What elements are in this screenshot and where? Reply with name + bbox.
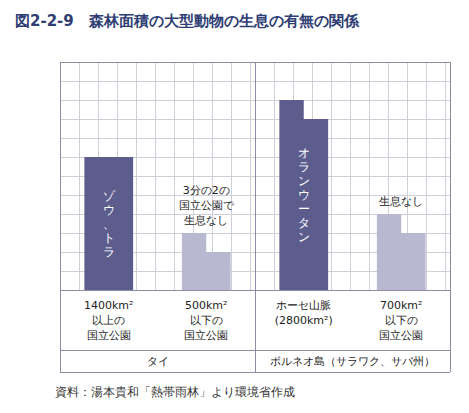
svg-text:国立公園: 国立公園 [184,329,228,342]
svg-text:ン: ン [298,174,310,188]
svg-text:ウ: ウ [103,203,115,217]
svg-text:タイ: タイ [147,355,169,368]
svg-text:以下の: 以下の [385,314,418,327]
svg-text:ト: ト [103,231,115,245]
svg-text:3分の2の: 3分の2の [183,184,230,197]
svg-text:1400km²: 1400km² [84,299,134,312]
svg-text:以下の: 以下の [190,314,223,327]
svg-text:700km²: 700km² [380,299,423,312]
svg-text:ラ: ラ [103,245,115,259]
svg-text:ゾ: ゾ [103,189,116,203]
svg-text:国立公園: 国立公園 [379,329,423,342]
svg-text:ー: ー [298,202,310,216]
svg-text:ウ: ウ [298,188,310,202]
svg-text:ホーセ山脈: ホーセ山脈 [276,299,331,312]
svg-text:生息なし: 生息なし [379,195,423,208]
svg-text:以上の: 以上の [92,314,125,327]
svg-text:、: 、 [103,217,115,231]
svg-text:ン: ン [298,230,310,244]
svg-text:国立公園: 国立公園 [87,329,131,342]
svg-text:タ: タ [298,216,310,230]
svg-text:資料：湯本貴和「熱帯雨林」より環境省作成: 資料：湯本貴和「熱帯雨林」より環境省作成 [55,385,295,399]
svg-text:500km²: 500km² [185,299,228,312]
svg-text:ボルネオ島（サラワク、サバ州）: ボルネオ島（サラワク、サバ州） [270,355,435,368]
svg-text:生息なし: 生息なし [184,214,228,227]
svg-text:オ: オ [298,146,310,160]
svg-text:(2800km²): (2800km²) [275,314,333,327]
svg-text:ラ: ラ [298,160,310,174]
svg-text:国立公園で: 国立公園で [179,199,235,212]
svg-text:図2-2-9 森林面積の大型動物の生息の有無の関係: 図2-2-9 森林面積の大型動物の生息の有無の関係 [15,12,360,30]
